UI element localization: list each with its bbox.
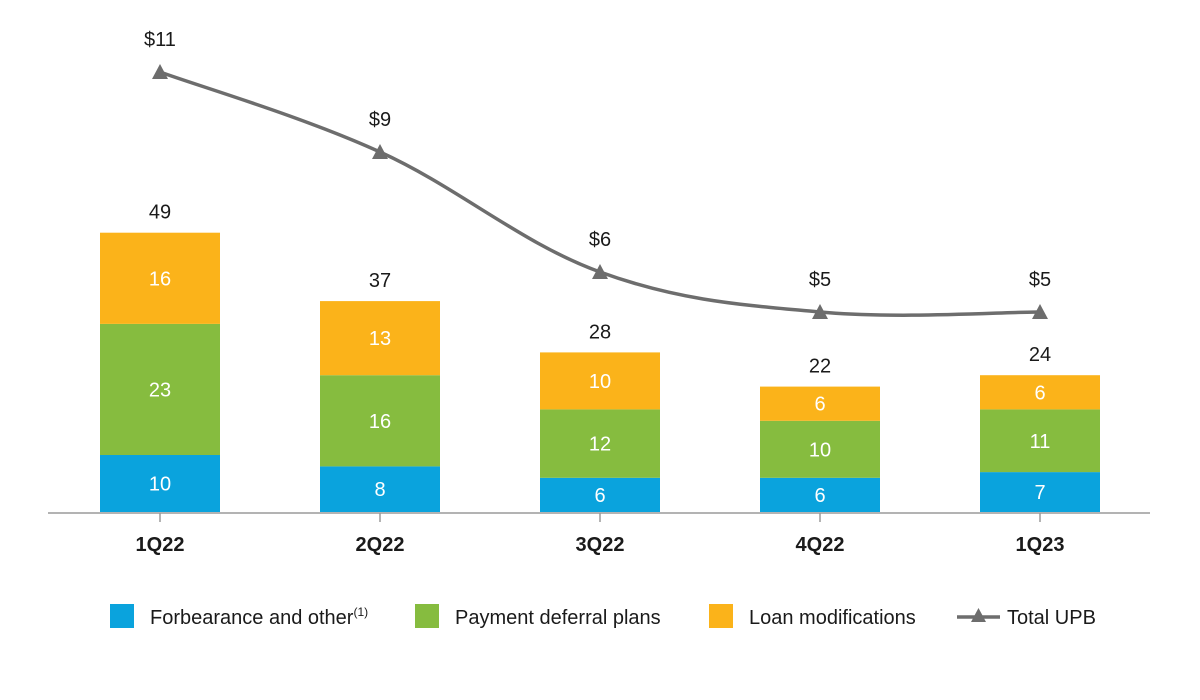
upb-marker-2Q22 [372, 144, 388, 159]
bar-payment-deferral-4Q22 [760, 420, 880, 478]
upb-label-4Q22: $5 [809, 269, 831, 291]
bar-label-forbearance-4Q22: 6 [814, 485, 825, 507]
x-axis-tick-labels: 1Q22 2Q22 3Q22 4Q22 1Q23 [136, 534, 1065, 556]
bar-label-forbearance-1Q22: 10 [149, 474, 171, 496]
x-tick-label-2Q22: 2Q22 [356, 534, 405, 556]
upb-label-3Q22: $6 [589, 229, 611, 251]
bar-total-label-1Q23: 24 [1029, 344, 1051, 366]
bar-forbearance-4Q22 [760, 477, 880, 512]
legend-swatch-loan-modifications [709, 604, 733, 628]
total-upb-labels: $11 $9 $6 $5 $5 [144, 29, 1051, 291]
bar-label-payment-deferral-3Q22: 12 [589, 434, 611, 456]
total-upb-markers [152, 64, 1048, 319]
upb-marker-4Q22 [812, 304, 828, 319]
svg-text:Forbearance and other(1): Forbearance and other(1) [150, 605, 368, 629]
bar-label-forbearance-1Q23: 7 [1034, 482, 1045, 504]
bar-label-payment-deferral-2Q22: 16 [369, 411, 391, 433]
bar-payment-deferral-1Q23 [980, 409, 1100, 473]
bar-label-loan-modifications-3Q22: 10 [589, 371, 611, 393]
legend-swatch-payment-deferral [415, 604, 439, 628]
bar-label-loan-modifications-1Q23: 6 [1034, 382, 1045, 404]
legend: Forbearance and other(1) Payment deferra… [110, 604, 1096, 629]
legend-marker-total-upb [971, 608, 986, 622]
upb-marker-1Q23 [1032, 304, 1048, 319]
bar-label-forbearance-2Q22: 8 [374, 479, 385, 501]
legend-label-loan-modifications: Loan modifications [749, 607, 916, 629]
bar-loan-modifications-1Q22 [100, 232, 220, 324]
bar-forbearance-1Q22 [100, 455, 220, 512]
bar-forbearance-2Q22 [320, 466, 440, 512]
bars-layer [100, 232, 1100, 512]
bar-loan-modifications-1Q23 [980, 375, 1100, 410]
legend-item-total-upb: Total UPB [957, 607, 1096, 629]
bar-label-forbearance-3Q22: 6 [594, 485, 605, 507]
legend-label-forbearance: Forbearance and other [150, 607, 354, 629]
upb-marker-3Q22 [592, 264, 608, 279]
legend-label-payment-deferral: Payment deferral plans [455, 607, 661, 629]
legend-item-loan-modifications: Loan modifications [709, 604, 916, 629]
upb-label-2Q22: $9 [369, 109, 391, 131]
x-tick-label-4Q22: 4Q22 [796, 534, 845, 556]
bar-label-payment-deferral-4Q22: 10 [809, 439, 831, 461]
x-axis-ticks [159, 513, 1041, 522]
segment-labels-layer: 10 23 16 8 16 13 6 12 10 6 10 6 7 11 6 [149, 268, 1051, 507]
bar-label-payment-deferral-1Q23: 11 [1030, 431, 1051, 453]
bar-total-label-1Q22: 49 [149, 202, 171, 224]
bar-loan-modifications-4Q22 [760, 386, 880, 421]
bar-payment-deferral-2Q22 [320, 375, 440, 467]
legend-item-forbearance: Forbearance and other(1) [110, 604, 368, 629]
bar-total-label-4Q22: 22 [809, 356, 831, 378]
upb-label-1Q23: $5 [1029, 269, 1051, 291]
bar-payment-deferral-3Q22 [540, 409, 660, 478]
bar-loan-modifications-2Q22 [320, 301, 440, 376]
bar-loan-modifications-3Q22 [540, 352, 660, 410]
bar-label-loan-modifications-2Q22: 13 [369, 328, 391, 350]
legend-footnote-marker: (1) [353, 605, 368, 619]
upb-marker-1Q22 [152, 64, 168, 79]
legend-label-total-upb: Total UPB [1007, 607, 1096, 629]
x-tick-label-3Q22: 3Q22 [576, 534, 625, 556]
bar-total-label-2Q22: 37 [369, 270, 391, 292]
total-labels-layer: 49 37 28 22 24 [149, 202, 1051, 378]
bar-total-label-3Q22: 28 [589, 321, 611, 343]
x-tick-label-1Q22: 1Q22 [136, 534, 185, 556]
bar-label-loan-modifications-1Q22: 16 [149, 268, 171, 290]
bar-payment-deferral-1Q22 [100, 323, 220, 455]
bar-label-payment-deferral-1Q22: 23 [149, 379, 171, 401]
bar-label-loan-modifications-4Q22: 6 [814, 394, 825, 416]
bar-forbearance-1Q23 [980, 472, 1100, 512]
legend-item-payment-deferral: Payment deferral plans [415, 604, 661, 629]
legend-swatch-forbearance [110, 604, 134, 628]
bar-forbearance-3Q22 [540, 477, 660, 512]
upb-label-1Q22: $11 [144, 29, 176, 51]
x-tick-label-1Q23: 1Q23 [1016, 534, 1065, 556]
